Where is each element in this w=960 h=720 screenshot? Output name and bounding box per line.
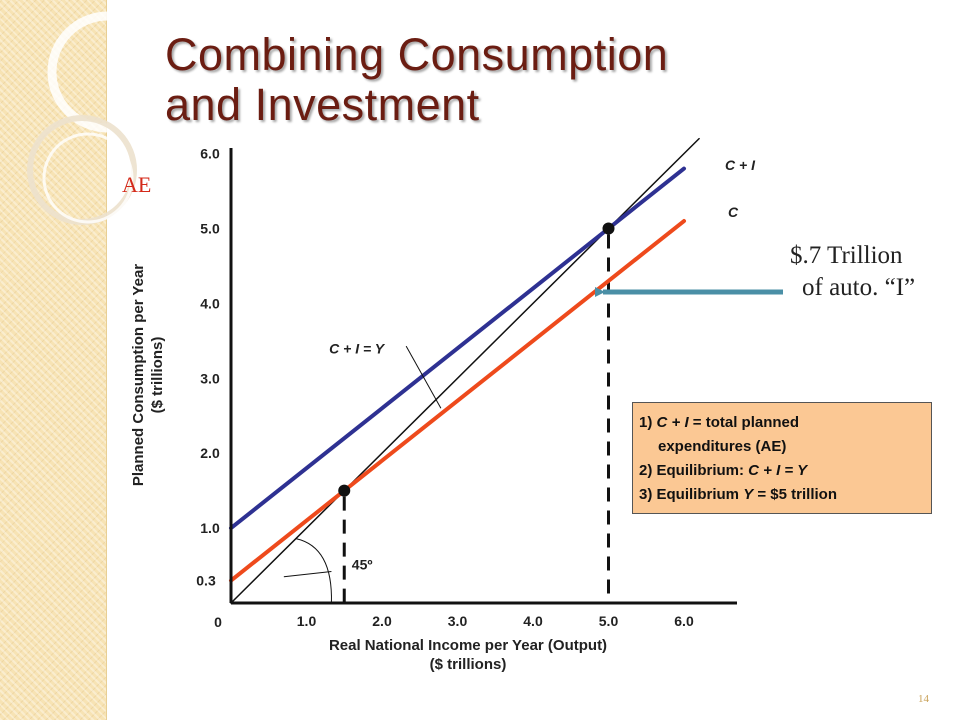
key-point-2-prefix: 2) Equilibrium: bbox=[639, 462, 749, 479]
slide-title: Combining Consumption and Investment bbox=[165, 30, 668, 130]
origin-label: 0 bbox=[214, 614, 222, 630]
ae-axis-label: AE bbox=[122, 172, 152, 197]
y-tick-label-6: 6.0 bbox=[200, 146, 220, 162]
title-line-2: and Investment bbox=[165, 79, 480, 130]
y-tick-label-3: 3.0 bbox=[200, 370, 220, 386]
key-point-3-term: Y bbox=[743, 486, 754, 503]
y-tick-label-2: 2.0 bbox=[200, 445, 220, 461]
y-tick-label-4: 4.0 bbox=[200, 295, 220, 311]
c-plus-i-line bbox=[229, 166, 686, 531]
y-tick-label-5: 5.0 bbox=[200, 221, 220, 237]
c-line-label: C bbox=[728, 204, 739, 220]
x-tick-label-6: 6.0 bbox=[674, 613, 694, 629]
decorative-rings bbox=[27, 11, 169, 225]
x-tick-label-5: 5.0 bbox=[599, 613, 619, 629]
annotation-line-2: of auto. “I” bbox=[802, 274, 916, 301]
equilibrium-point-1 bbox=[338, 484, 351, 497]
x-tick-label-2: 2.0 bbox=[372, 613, 392, 629]
key-point-3: 3) Equilibrium Y = $5 trillion bbox=[639, 483, 925, 507]
angle-label: 45º bbox=[352, 556, 373, 572]
c-plus-i-equals-y-line bbox=[230, 137, 700, 604]
key-point-1: 1) C + I = total planned bbox=[639, 411, 925, 435]
c-plus-i-equals-y-label: C + I = Y bbox=[329, 341, 386, 357]
slide-number: 14 bbox=[918, 693, 929, 705]
c-plus-i-line-label: C + I bbox=[725, 157, 756, 173]
angle-arc bbox=[295, 538, 332, 604]
x-axis-title: Real National Income per Year (Output) (… bbox=[258, 636, 678, 674]
key-point-1-term: C + I bbox=[656, 414, 689, 431]
automatic-investment-annotation: $.7 Trillion of auto. “I” bbox=[790, 240, 915, 304]
key-point-3-text: = $5 trillion bbox=[753, 486, 837, 503]
key-points-box: 1) C + I = total planned expenditures (A… bbox=[632, 402, 932, 514]
y-tick-label-1: 1.0 bbox=[200, 520, 220, 536]
key-point-3-prefix: 3) Equilibrium bbox=[639, 486, 744, 503]
x-tick-label-1: 1.0 bbox=[297, 613, 317, 629]
x-axis-title-line-1: Real National Income per Year (Output) bbox=[328, 637, 608, 654]
key-point-1-prefix: 1) bbox=[639, 414, 657, 431]
y-tick-label-extra: 0.3 bbox=[196, 573, 216, 589]
key-point-1-continued: expenditures (AE) bbox=[658, 438, 787, 455]
x-tick-label-4: 4.0 bbox=[523, 613, 543, 629]
x-axis-title-line-2: ($ trillions) bbox=[429, 656, 507, 673]
title-line-1: Combining Consumption bbox=[165, 29, 669, 80]
key-point-2: 2) Equilibrium: C + I = Y bbox=[639, 459, 925, 483]
key-point-2-term: C + I = Y bbox=[748, 462, 808, 479]
annotation-line-1: $.7 Trillion bbox=[790, 242, 903, 269]
c-plus-i-equals-y-leader-line bbox=[405, 345, 442, 409]
c-line bbox=[229, 219, 686, 583]
key-point-1-text: = total planned bbox=[688, 414, 800, 431]
equilibrium-point-2 bbox=[602, 222, 615, 235]
x-tick-label-3: 3.0 bbox=[448, 613, 468, 629]
angle-leader-line bbox=[283, 571, 332, 578]
